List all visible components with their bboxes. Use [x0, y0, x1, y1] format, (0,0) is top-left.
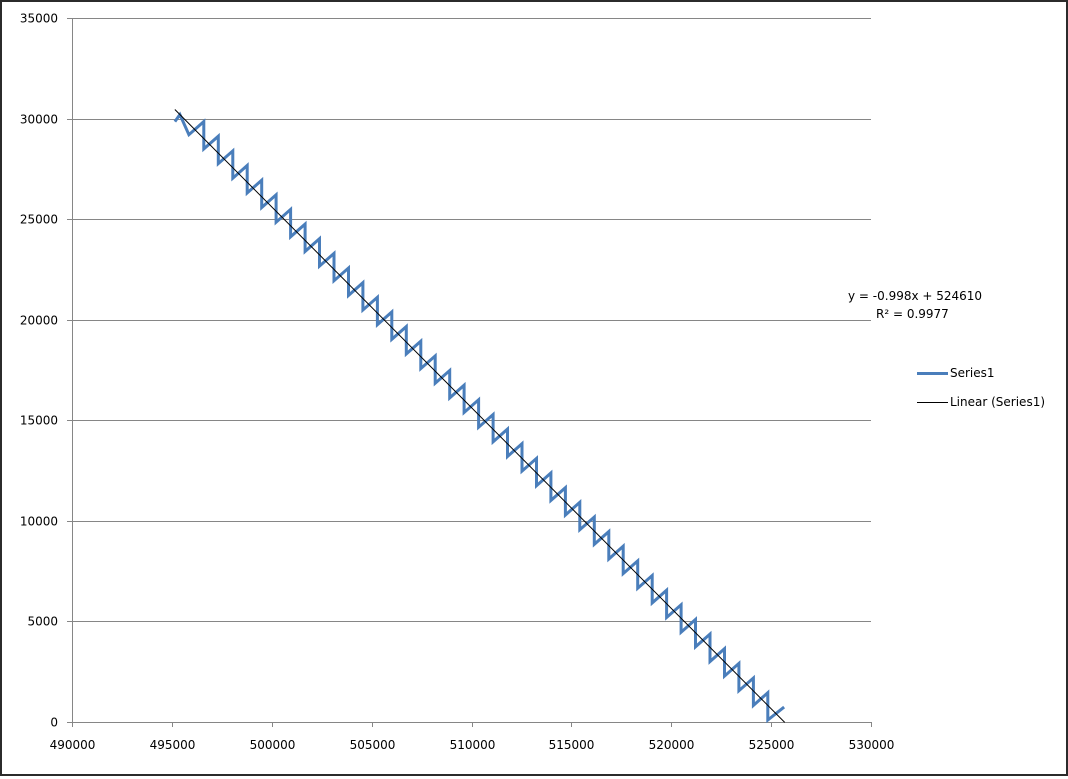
legend-item-linear: Linear (Series1) — [917, 395, 1045, 409]
x-axis-labels: 490000 495000 500000 505000 510000 515000 5200… — [50, 738, 895, 752]
y-tick-label: 30000 — [20, 113, 58, 127]
y-tick-label: 35000 — [20, 12, 58, 26]
y-tick-label: 5000 — [27, 615, 58, 629]
x-tick-label: 490000 — [50, 738, 96, 752]
legend-swatch-series1 — [917, 371, 948, 375]
trendline-equation: y = -0.998x + 524610 — [848, 289, 983, 303]
trendline — [174, 109, 786, 723]
x-tick-label: 500000 — [250, 738, 296, 752]
y-tick-label: 25000 — [20, 213, 58, 227]
x-tick-label: 520000 — [649, 738, 695, 752]
trendline-r-squared: R² = 0.9977 — [876, 307, 949, 321]
y-tick-label: 0 — [50, 716, 58, 730]
legend-label-linear: Linear (Series1) — [950, 395, 1046, 409]
legend-label-series1: Series1 — [950, 366, 995, 380]
axes — [67, 18, 872, 727]
y-axis-labels: 0 5000 10000 15000 20000 25000 30000 35000 — [20, 12, 58, 730]
series1-line — [173, 111, 786, 724]
legend-item-series1: Series1 — [917, 366, 995, 380]
x-tick-label: 510000 — [450, 738, 496, 752]
x-tick-label: 525000 — [749, 738, 795, 752]
y-tick-label: 15000 — [20, 414, 58, 428]
x-tick-label: 495000 — [150, 738, 196, 752]
legend-swatch-linear — [917, 401, 948, 403]
y-tick-label: 20000 — [20, 314, 58, 328]
x-tick-label: 530000 — [849, 738, 895, 752]
x-tick-label: 515000 — [549, 738, 595, 752]
gridlines — [72, 18, 871, 622]
x-tick-label: 505000 — [350, 738, 396, 752]
y-tick-label: 10000 — [20, 515, 58, 529]
